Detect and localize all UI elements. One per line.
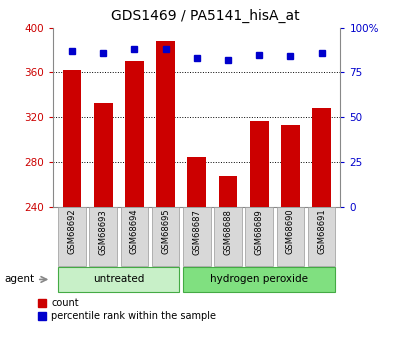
Text: hydrogen peroxide: hydrogen peroxide xyxy=(210,275,308,284)
Bar xyxy=(156,41,175,207)
Bar xyxy=(249,121,268,207)
Bar xyxy=(58,267,179,292)
Bar xyxy=(280,125,299,207)
Bar xyxy=(312,108,330,207)
Bar xyxy=(94,103,112,207)
Bar xyxy=(125,61,144,207)
Bar xyxy=(63,70,81,207)
Text: GSM68693: GSM68693 xyxy=(99,209,108,255)
Text: GSM68695: GSM68695 xyxy=(161,209,170,254)
Bar xyxy=(120,207,148,266)
Bar xyxy=(89,207,117,266)
Bar xyxy=(276,207,303,266)
Bar xyxy=(307,207,335,266)
Bar xyxy=(183,207,210,266)
Text: GSM68692: GSM68692 xyxy=(67,209,76,254)
Text: agent: agent xyxy=(4,275,34,284)
Text: GSM68689: GSM68689 xyxy=(254,209,263,255)
Bar xyxy=(151,207,179,266)
Bar xyxy=(245,207,272,266)
Text: GSM68694: GSM68694 xyxy=(130,209,139,254)
Text: GSM68687: GSM68687 xyxy=(192,209,201,255)
Bar xyxy=(58,207,85,266)
Bar xyxy=(183,267,335,292)
Text: GDS1469 / PA5141_hisA_at: GDS1469 / PA5141_hisA_at xyxy=(110,9,299,23)
Text: untreated: untreated xyxy=(93,275,144,284)
Text: GSM68691: GSM68691 xyxy=(316,209,325,254)
Bar xyxy=(218,176,237,207)
Bar xyxy=(187,157,206,207)
Legend: count, percentile rank within the sample: count, percentile rank within the sample xyxy=(38,298,216,321)
Bar xyxy=(214,207,241,266)
Text: GSM68690: GSM68690 xyxy=(285,209,294,254)
Text: GSM68688: GSM68688 xyxy=(223,209,232,255)
